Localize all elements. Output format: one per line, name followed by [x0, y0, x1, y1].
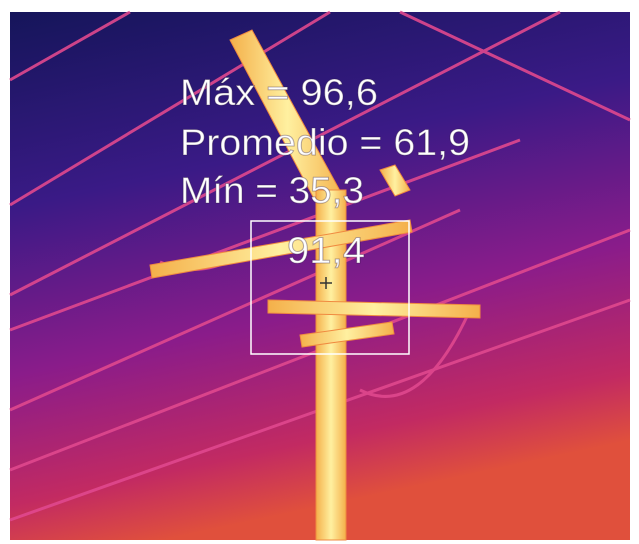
- thermal-image: [9, 10, 631, 541]
- crosshair: [320, 277, 332, 289]
- min-label: Mín = 35,3: [180, 170, 364, 211]
- measurement-overlay: Máx = 96,6 Promedio = 61,9 Mín = 35,3 91…: [180, 72, 471, 355]
- spot-value: 91,4: [287, 230, 365, 271]
- average-label: Promedio = 61,9: [180, 122, 470, 163]
- measure-box: [250, 220, 410, 355]
- max-label: Máx = 96,6: [180, 72, 378, 113]
